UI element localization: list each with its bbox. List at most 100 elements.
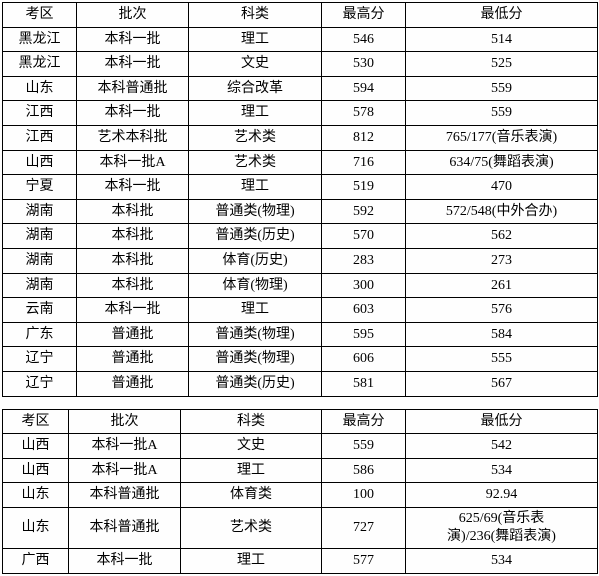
table-row: 云南本科一批理工603576 [3, 298, 598, 323]
cell-region: 山西 [3, 434, 69, 459]
cell-max-score: 595 [322, 322, 406, 347]
cell-region: 广西 [3, 549, 69, 574]
cell-min-score: 765/177(音乐表演) [406, 125, 598, 150]
cell-region: 湖南 [3, 248, 77, 273]
cell-max-score: 530 [322, 52, 406, 77]
admission-table-2: 考区 批次 科类 最高分 最低分 山西本科一批A文史559542山西本科一批A理… [2, 409, 598, 574]
table-row: 江西本科一批理工578559 [3, 101, 598, 126]
cell-max-score: 586 [322, 458, 406, 483]
cell-region: 辽宁 [3, 371, 77, 396]
cell-category: 理工 [189, 27, 322, 52]
cell-region: 山东 [3, 76, 77, 101]
cell-max-score: 570 [322, 224, 406, 249]
cell-region: 宁夏 [3, 175, 77, 200]
cell-category: 文史 [189, 52, 322, 77]
table-row: 湖南本科批体育(物理)300261 [3, 273, 598, 298]
cell-min-score: 634/75(舞蹈表演) [406, 150, 598, 175]
table-row: 宁夏本科一批理工519470 [3, 175, 598, 200]
cell-batch: 本科一批 [77, 52, 189, 77]
cell-category: 普通类(历史) [189, 224, 322, 249]
cell-category: 普通类(历史) [189, 371, 322, 396]
cell-min-score: 625/69(音乐表演)/236(舞蹈表演) [406, 507, 598, 548]
table-row: 湖南本科批普通类(物理)592572/548(中外合办) [3, 199, 598, 224]
cell-category: 艺术类 [189, 150, 322, 175]
table-row: 山东本科普通批艺术类727625/69(音乐表演)/236(舞蹈表演) [3, 507, 598, 548]
header-batch: 批次 [69, 409, 181, 434]
table-row: 黑龙江本科一批文史530525 [3, 52, 598, 77]
cell-batch: 本科批 [77, 224, 189, 249]
cell-region: 山东 [3, 483, 69, 508]
cell-min-score: 92.94 [406, 483, 598, 508]
table-row: 湖南本科批普通类(历史)570562 [3, 224, 598, 249]
cell-category: 理工 [189, 101, 322, 126]
cell-min-score: 525 [406, 52, 598, 77]
cell-min-score: 534 [406, 458, 598, 483]
cell-min-score: 514 [406, 27, 598, 52]
cell-category: 理工 [189, 175, 322, 200]
cell-category: 艺术类 [189, 125, 322, 150]
table-row: 山东本科普通批综合改革594559 [3, 76, 598, 101]
cell-batch: 本科一批 [69, 549, 181, 574]
cell-max-score: 300 [322, 273, 406, 298]
cell-max-score: 727 [322, 507, 406, 548]
cell-region: 江西 [3, 101, 77, 126]
cell-category: 文史 [181, 434, 322, 459]
cell-min-score: 572/548(中外合办) [406, 199, 598, 224]
cell-batch: 本科一批 [77, 298, 189, 323]
header-category: 科类 [189, 3, 322, 28]
cell-min-score: 584 [406, 322, 598, 347]
cell-batch: 本科一批 [77, 27, 189, 52]
cell-category: 理工 [189, 298, 322, 323]
cell-batch: 普通批 [77, 347, 189, 372]
cell-category: 综合改革 [189, 76, 322, 101]
table-row: 山西本科一批A文史559542 [3, 434, 598, 459]
cell-max-score: 283 [322, 248, 406, 273]
header-batch: 批次 [77, 3, 189, 28]
cell-max-score: 559 [322, 434, 406, 459]
table-row: 黑龙江本科一批理工546514 [3, 27, 598, 52]
cell-category: 体育(物理) [189, 273, 322, 298]
table-row: 山西本科一批A艺术类716634/75(舞蹈表演) [3, 150, 598, 175]
cell-region: 湖南 [3, 224, 77, 249]
cell-category: 普通类(物理) [189, 347, 322, 372]
cell-max-score: 577 [322, 549, 406, 574]
cell-category: 理工 [181, 549, 322, 574]
cell-max-score: 592 [322, 199, 406, 224]
cell-category: 普通类(物理) [189, 199, 322, 224]
cell-batch: 本科一批A [69, 434, 181, 459]
cell-category: 普通类(物理) [189, 322, 322, 347]
cell-batch: 本科一批 [77, 175, 189, 200]
cell-batch: 本科普通批 [77, 76, 189, 101]
table-2-body: 山西本科一批A文史559542山西本科一批A理工586534山东本科普通批体育类… [3, 434, 598, 574]
cell-batch: 普通批 [77, 322, 189, 347]
cell-min-score: 470 [406, 175, 598, 200]
cell-min-score: 555 [406, 347, 598, 372]
cell-region: 山西 [3, 458, 69, 483]
cell-region: 辽宁 [3, 347, 77, 372]
table-row: 广西本科一批理工577534 [3, 549, 598, 574]
table-row: 广东普通批普通类(物理)595584 [3, 322, 598, 347]
cell-max-score: 519 [322, 175, 406, 200]
cell-region: 黑龙江 [3, 27, 77, 52]
cell-batch: 本科一批 [77, 101, 189, 126]
cell-min-score: 261 [406, 273, 598, 298]
table-row: 辽宁普通批普通类(物理)606555 [3, 347, 598, 372]
cell-region: 广东 [3, 322, 77, 347]
cell-max-score: 578 [322, 101, 406, 126]
cell-batch: 本科普通批 [69, 507, 181, 548]
cell-region: 湖南 [3, 273, 77, 298]
cell-region: 山东 [3, 507, 69, 548]
header-region: 考区 [3, 409, 69, 434]
header-min-score: 最低分 [406, 3, 598, 28]
cell-category: 艺术类 [181, 507, 322, 548]
cell-batch: 本科批 [77, 273, 189, 298]
table-1-header: 考区 批次 科类 最高分 最低分 [3, 3, 598, 28]
table-row: 湖南本科批体育(历史)283273 [3, 248, 598, 273]
header-max-score: 最高分 [322, 409, 406, 434]
cell-min-score: 542 [406, 434, 598, 459]
cell-max-score: 581 [322, 371, 406, 396]
cell-batch: 普通批 [77, 371, 189, 396]
cell-region: 江西 [3, 125, 77, 150]
cell-batch: 本科批 [77, 248, 189, 273]
cell-category: 体育(历史) [189, 248, 322, 273]
